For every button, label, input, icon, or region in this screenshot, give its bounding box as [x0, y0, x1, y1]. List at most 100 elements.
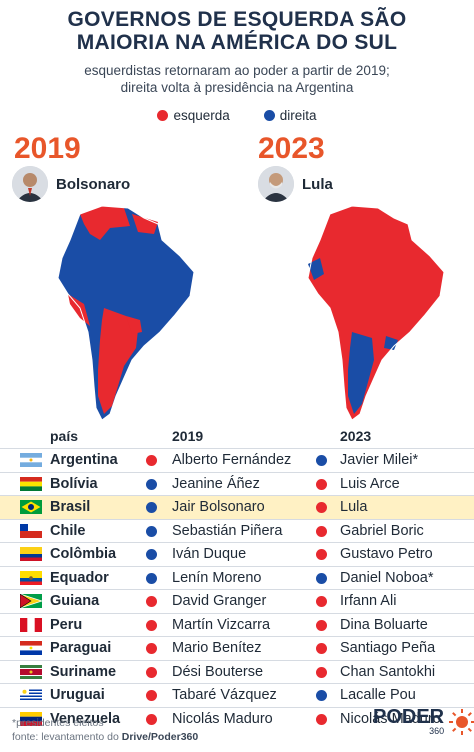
map-2019	[57, 205, 195, 421]
flag-icon	[20, 688, 42, 702]
blue-dot-icon	[146, 502, 157, 513]
header-2019: 2019	[172, 428, 204, 444]
table-row: Argentina Alberto Fernández Javier Milei*	[0, 448, 474, 472]
country-name: Argentina	[50, 452, 118, 468]
red-dot-icon	[146, 666, 157, 678]
president-2019-cell: Dési Bouterse	[172, 663, 264, 680]
president-2019-cell: Jair Bolsonaro	[172, 499, 265, 515]
president-2019: Bolsonaro	[12, 166, 130, 202]
blue-dot-icon	[316, 572, 327, 584]
president-2019-cell: Nicolás Maduro	[172, 710, 273, 727]
legend-left-label: esquerda	[173, 108, 230, 123]
blue-dot-icon	[263, 110, 275, 121]
flag-icon	[20, 453, 42, 467]
legend-left: esquerda	[157, 108, 230, 123]
red-dot-icon	[157, 110, 169, 121]
logo-number: 360	[429, 726, 445, 736]
year-2019-label: 2019	[14, 132, 81, 165]
subtitle-line-2: direita volta à presidência na Argentina	[120, 80, 354, 95]
flag-icon	[20, 711, 42, 726]
red-dot-icon	[146, 643, 157, 654]
country-name: Peru	[50, 616, 83, 633]
table-row: Suriname Dési Bouterse Chan Santokhi	[0, 659, 474, 684]
table-row: Peru Martín Vizcarra Dina Boluarte	[0, 612, 474, 637]
country-name: Colômbia	[50, 546, 117, 562]
flag-icon	[20, 641, 42, 655]
red-dot-icon	[316, 619, 327, 631]
year-2023-label: 2023	[258, 132, 325, 165]
legend: esquerda direita	[0, 108, 474, 123]
sun-logo-icon	[449, 709, 474, 735]
footnote-source: fonte: levantamento do Drive/Poder360	[12, 730, 198, 744]
president-2023-cell: Irfann Ali	[340, 593, 397, 609]
country-name: Uruguai	[50, 687, 105, 703]
table-row: Venezuela Nicolás Maduro Nicolás Maduro	[0, 706, 474, 731]
logo-word: PODER	[373, 706, 445, 728]
country-name: Equador	[50, 569, 109, 586]
blue-dot-icon	[316, 690, 327, 701]
country-name: Chile	[50, 522, 86, 539]
subtitle-line-1: esquerdistas retornaram ao poder a parti…	[84, 63, 390, 78]
table-row: Guiana David Granger Irfann Ali	[0, 589, 474, 613]
country-table: Argentina Alberto Fernández Javier Milei* B…	[0, 448, 474, 730]
table-row: Colômbia Iván Duque Gustavo Petro	[0, 542, 474, 566]
flag-icon	[20, 547, 42, 561]
avatar-lula	[258, 166, 294, 202]
president-2019-cell: Mario Benítez	[172, 640, 262, 656]
blue-dot-icon	[146, 478, 157, 490]
president-2019-name: Bolsonaro	[56, 175, 131, 193]
red-dot-icon	[146, 455, 157, 466]
table-row: Uruguai Tabaré Vázquez Lacalle Pou	[0, 683, 474, 707]
table-row: Bolívia Jeanine Áñez Luis Arce	[0, 471, 474, 496]
blue-dot-icon	[316, 455, 327, 466]
president-2023-cell: Javier Milei*	[340, 452, 419, 468]
president-2019-cell: Martín Vizcarra	[172, 616, 271, 633]
table-row: Paraguai Mario Benítez Santiago Peña	[0, 636, 474, 660]
flag-icon	[20, 617, 42, 632]
footnote: *presidentes eleitos fonte: levantamento…	[12, 716, 198, 744]
red-dot-icon	[316, 666, 327, 678]
president-2023-cell: Lacalle Pou	[340, 687, 416, 703]
red-dot-icon	[316, 643, 327, 654]
flag-icon	[20, 570, 42, 585]
country-name: Paraguai	[50, 640, 112, 656]
president-2023-cell: Chan Santokhi	[340, 663, 436, 680]
flag-icon	[20, 594, 42, 608]
red-dot-icon	[146, 713, 157, 725]
country-name: Bolívia	[50, 475, 98, 492]
legend-right: direita	[263, 108, 317, 123]
poder360-logo: PODER 360	[373, 706, 474, 736]
red-dot-icon	[316, 502, 327, 513]
legend-right-label: direita	[279, 108, 317, 123]
map-2023	[307, 205, 445, 421]
president-2019-cell: Iván Duque	[172, 546, 247, 562]
president-2023-cell: Lula	[340, 499, 368, 515]
header-country: país	[50, 428, 79, 444]
footnote-source-prefix: fonte: levantamento do	[12, 731, 122, 743]
country-name: Suriname	[50, 663, 117, 680]
president-2023-cell: Luis Arce	[340, 475, 400, 492]
president-2023-cell: Daniel Noboa*	[340, 569, 434, 586]
president-2023-cell: Gustavo Petro	[340, 546, 433, 562]
flag-icon	[20, 500, 42, 514]
blue-dot-icon	[146, 549, 157, 560]
president-2019-cell: Tabaré Vázquez	[172, 687, 277, 703]
president-2019-cell: Lenín Moreno	[172, 569, 262, 586]
footnote-source-name: Drive/Poder360	[121, 731, 199, 743]
red-dot-icon	[316, 549, 327, 560]
page-title: GOVERNOS DE ESQUERDA SÃO MAIORIA NA AMÉR…	[67, 8, 407, 54]
flag-icon	[20, 523, 42, 538]
red-dot-icon	[146, 619, 157, 631]
president-2023-cell: Santiago Peña	[340, 640, 436, 656]
blue-dot-icon	[146, 525, 157, 537]
president-2019-cell: Sebastián Piñera	[172, 522, 283, 539]
red-dot-icon	[316, 596, 327, 607]
president-2023-cell: Gabriel Boric	[340, 522, 424, 539]
flag-icon	[20, 664, 42, 679]
avatar-bolsonaro	[12, 166, 48, 202]
footnote-elected: *presidentes eleitos	[12, 717, 104, 729]
president-2023: Lula	[258, 166, 333, 202]
header-2023: 2023	[340, 428, 372, 444]
red-dot-icon	[146, 690, 157, 701]
subtitle: esquerdistas retornaram ao poder a parti…	[0, 62, 474, 96]
